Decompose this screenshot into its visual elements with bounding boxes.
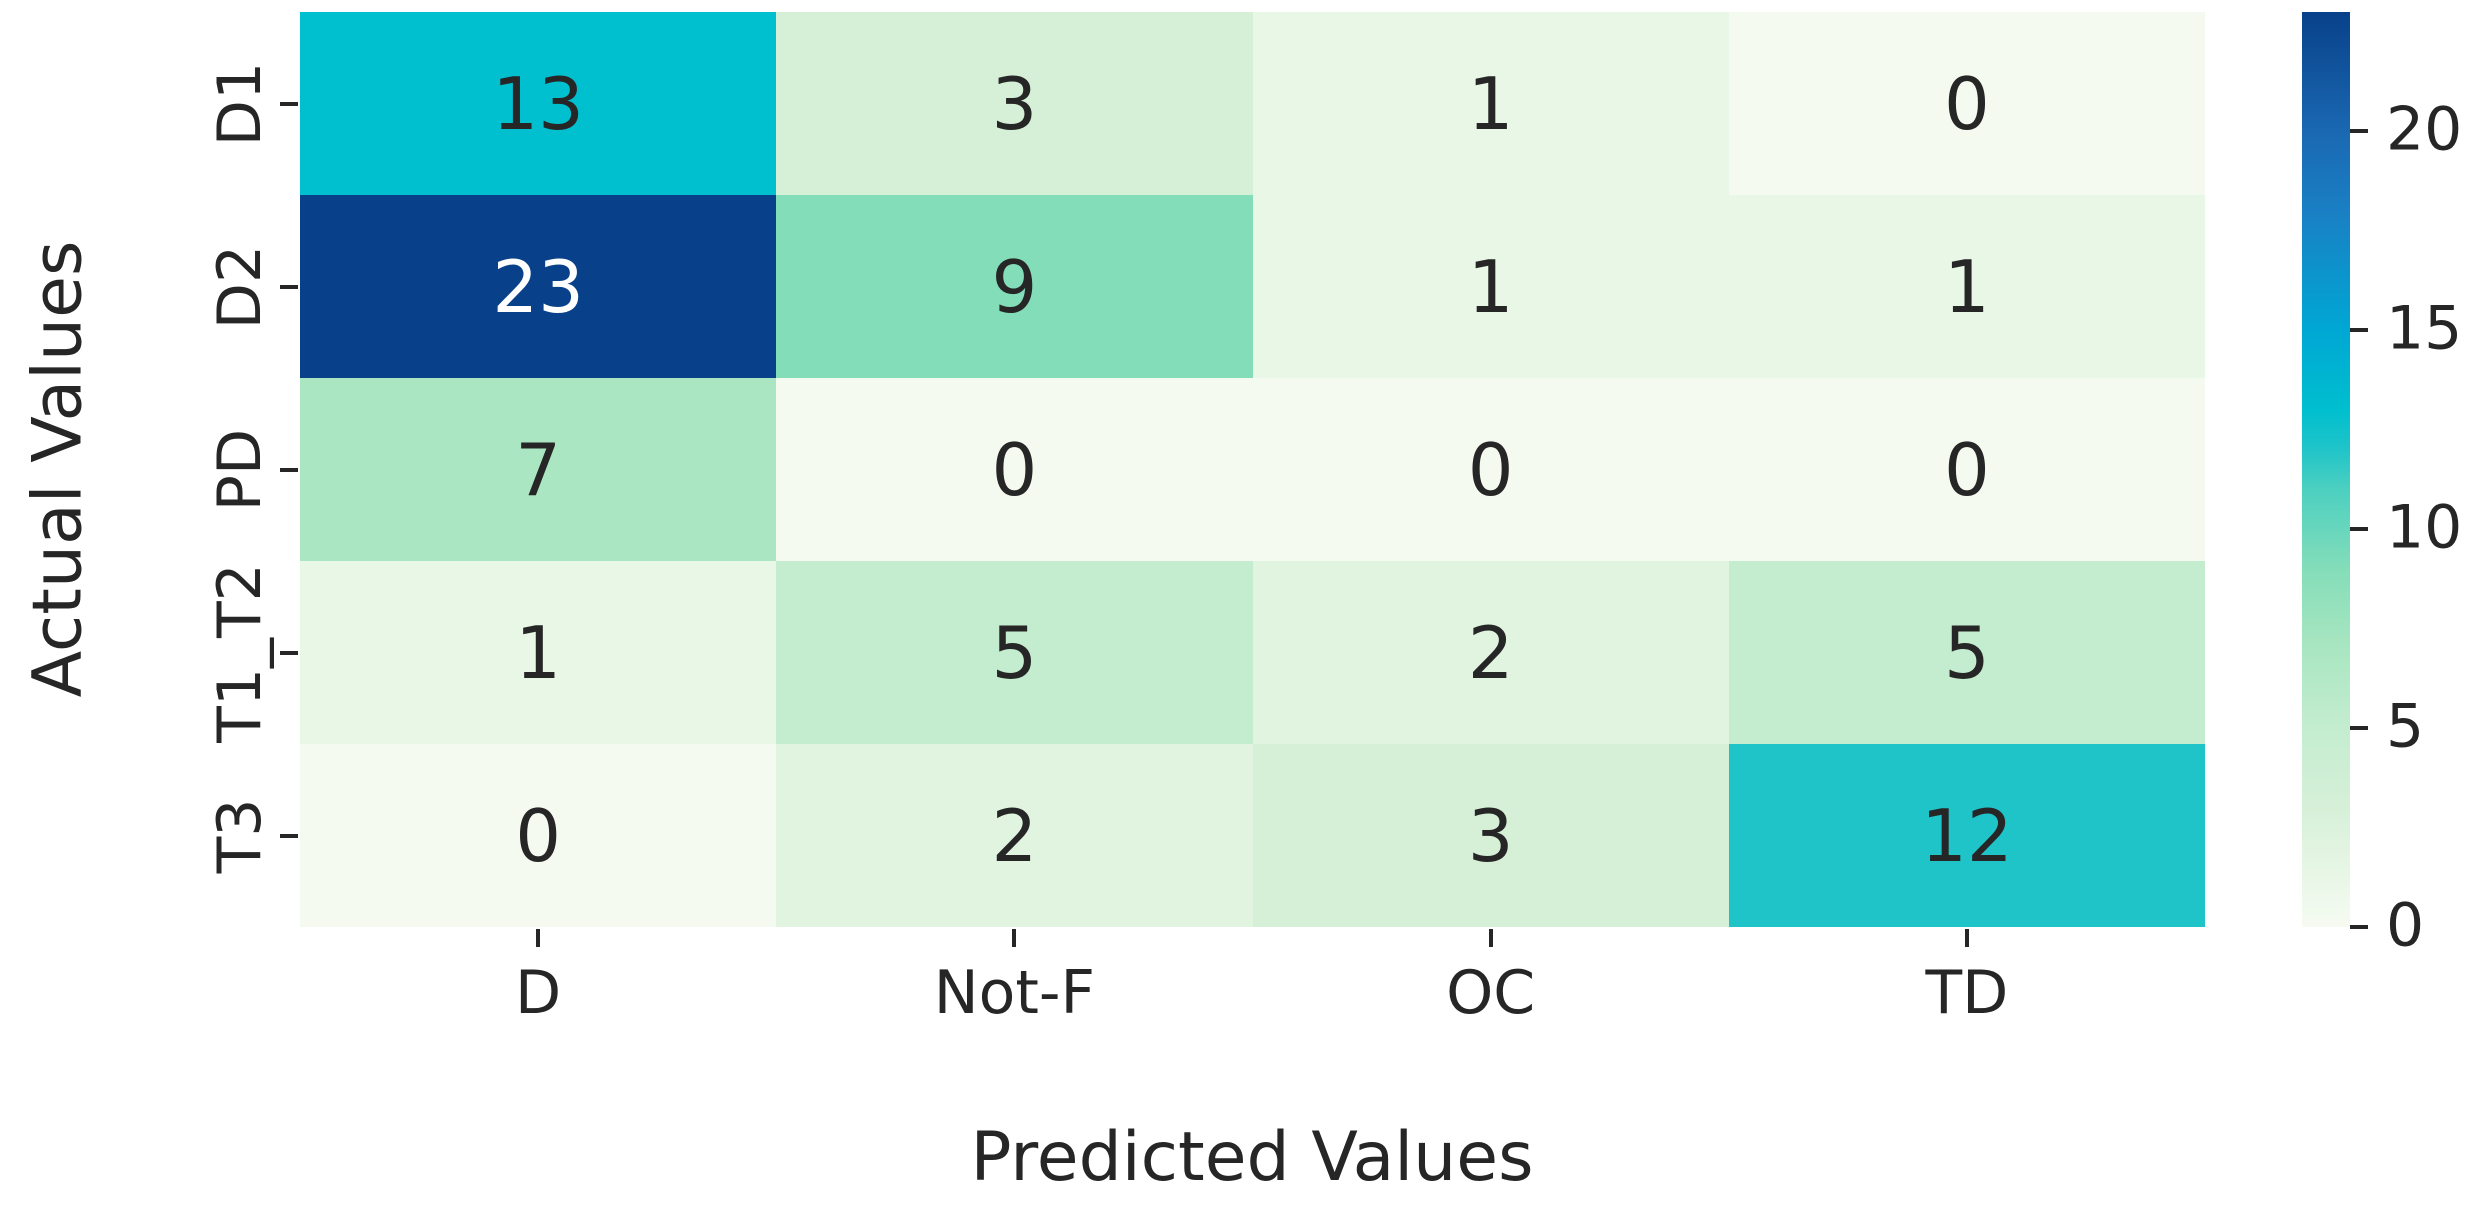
y-tick-mark-d1: [280, 101, 298, 106]
y-tick-label-t1-t2: T1_T2: [205, 562, 275, 743]
heatmap-cell-t3-td: 12: [1728, 744, 2205, 927]
heatmap-cell-d1-d: 13: [300, 12, 777, 195]
colorbar-tick-mark-20: [2350, 129, 2368, 134]
heatmap-cell-d2-d: 23: [300, 195, 777, 378]
heatmap-grid: 13 3 1 0 23 9 1 1 7 0 0 0 1 5 2 5 0 2 3 12: [300, 12, 2205, 927]
heatmap-cell-d1-not-f: 3: [776, 12, 1253, 195]
heatmap-cell-pd-td: 0: [1728, 378, 2205, 561]
colorbar-tick-mark-10: [2350, 527, 2368, 532]
y-tick-mark-pd: [280, 467, 298, 472]
colorbar-tick-label-0: 0: [2386, 890, 2425, 961]
y-tick-label-t3: T3: [205, 798, 275, 873]
heatmap-cell-d1-td: 0: [1728, 12, 2205, 195]
y-axis-title: Actual Values: [18, 240, 98, 698]
heatmap-cell-d2-oc: 1: [1252, 195, 1729, 378]
heatmap-cell-t1-t2-d: 1: [300, 561, 777, 744]
heatmap-cell-t3-oc: 3: [1252, 744, 1729, 927]
y-tick-mark-t3: [280, 833, 298, 838]
heatmap-cell-pd-oc: 0: [1252, 378, 1729, 561]
x-tick-label-td: TD: [1925, 958, 2009, 1028]
x-tick-label-not-f: Not-F: [933, 958, 1096, 1028]
heatmap-cell-d2-not-f: 9: [776, 195, 1253, 378]
y-tick-mark-t1-t2: [280, 650, 298, 655]
colorbar-tick-label-15: 15: [2386, 293, 2463, 364]
x-axis-title: Predicted Values: [970, 1118, 1534, 1197]
heatmap-cell-d2-td: 1: [1728, 195, 2205, 378]
heatmap-cell-t3-d: 0: [300, 744, 777, 927]
heatmap-cell-pd-not-f: 0: [776, 378, 1253, 561]
heatmap-cell-t1-t2-oc: 2: [1252, 561, 1729, 744]
colorbar-tick-mark-15: [2350, 328, 2368, 333]
x-tick-label-oc: OC: [1446, 958, 1536, 1028]
heatmap-cell-d1-oc: 1: [1252, 12, 1729, 195]
colorbar: [2302, 12, 2350, 927]
x-tick-mark-d: [536, 929, 541, 947]
heatmap-cell-t1-t2-not-f: 5: [776, 561, 1253, 744]
heatmap-cell-t3-not-f: 2: [776, 744, 1253, 927]
y-tick-mark-d2: [280, 284, 298, 289]
heatmap-cell-t1-t2-td: 5: [1728, 561, 2205, 744]
colorbar-tick-mark-5: [2350, 726, 2368, 731]
heatmap-cell-pd-d: 7: [300, 378, 777, 561]
x-tick-mark-oc: [1488, 929, 1493, 947]
colorbar-tick-label-10: 10: [2386, 492, 2463, 563]
y-tick-label-d1: D1: [205, 61, 275, 146]
colorbar-tick-mark-0: [2350, 925, 2368, 929]
colorbar-tick-label-5: 5: [2386, 691, 2425, 762]
x-tick-mark-not-f: [1012, 929, 1017, 947]
x-tick-mark-td: [1964, 929, 1969, 947]
x-tick-label-d: D: [515, 958, 562, 1028]
colorbar-tick-label-20: 20: [2386, 94, 2463, 165]
y-tick-label-pd: PD: [205, 428, 275, 511]
y-tick-label-d2: D2: [205, 244, 275, 329]
